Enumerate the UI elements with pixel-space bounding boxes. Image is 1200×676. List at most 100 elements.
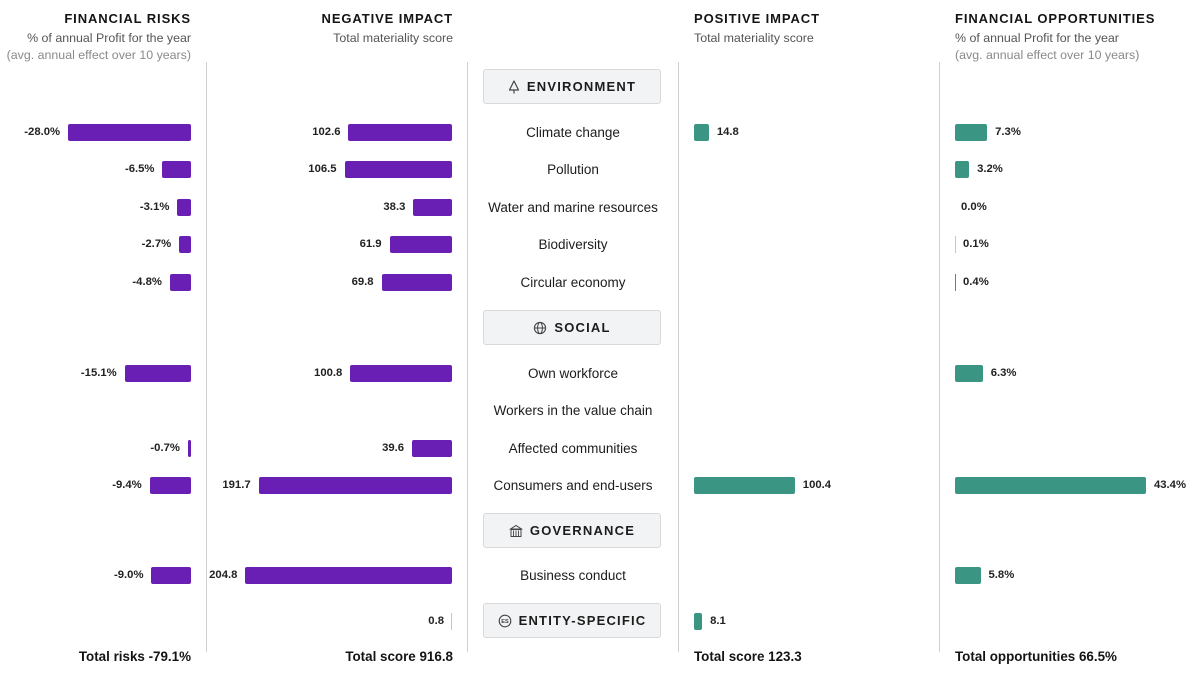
column-divider <box>939 62 940 652</box>
column-divider <box>467 62 468 652</box>
risk-value-label: -28.0% <box>24 126 61 138</box>
building-icon <box>508 524 523 537</box>
opportunity-bar <box>955 365 983 382</box>
risk-bar <box>151 567 191 584</box>
topic-label: Workers in the value chain <box>493 403 653 418</box>
opportunity-bar <box>955 567 981 584</box>
risk-value-label: -6.5% <box>124 163 155 175</box>
positive-impact-title: POSITIVE IMPACT <box>694 11 820 26</box>
negative-impact-subtitle: Total materiality score <box>333 31 453 45</box>
opportunity-value-label: 6.3% <box>990 367 1017 379</box>
financial-opportunities-note: (avg. annual effect over 10 years) <box>955 48 1140 62</box>
opportunity-bar <box>955 274 957 291</box>
financial-risks-subtitle: % of annual Profit for the year <box>27 31 191 45</box>
topic-label: Water and marine resources <box>488 200 658 215</box>
financial-risks-note: (avg. annual effect over 10 years) <box>6 48 191 62</box>
risk-value-label: -2.7% <box>141 238 172 250</box>
opportunity-value-label: 0.4% <box>963 276 989 288</box>
financial-risks-title: FINANCIAL RISKS <box>64 11 191 26</box>
topic-label: Own workforce <box>527 366 619 381</box>
risk-bar <box>124 365 191 382</box>
positive-impact-header: POSITIVE IMPACT Total materiality score <box>694 11 914 47</box>
topic-label: Business conduct <box>520 568 626 583</box>
positive-impact-subtitle: Total materiality score <box>694 31 814 45</box>
risk-bar <box>187 440 191 457</box>
positive-value-label: 100.4 <box>802 479 832 491</box>
risk-value-label: -15.1% <box>80 367 117 379</box>
category-label: GOVERNANCE <box>529 523 636 538</box>
positive-bar <box>694 613 703 630</box>
positive-bar <box>694 124 709 141</box>
globe-icon <box>534 321 547 334</box>
risk-value-label: -9.0% <box>113 569 144 581</box>
negative-impact-header: NEGATIVE IMPACT Total materiality score <box>253 11 453 47</box>
negative-value-label: 0.8 <box>428 615 444 627</box>
opportunity-bar <box>955 124 988 141</box>
category-social: SOCIAL <box>483 310 661 345</box>
topic-label: Consumers and end-users <box>493 478 653 493</box>
risk-value-label: -4.8% <box>132 276 162 288</box>
positive-value-label: 14.8 <box>716 126 739 138</box>
topic-label: Affected communities <box>508 441 638 456</box>
negative-bar <box>245 567 452 584</box>
topic-label: Circular economy <box>520 275 626 290</box>
negative-impact-title: NEGATIVE IMPACT <box>321 11 453 26</box>
negative-bar <box>350 365 452 382</box>
total-risks: Total risks -79.1% <box>78 649 191 664</box>
es-badge-icon: ES <box>498 614 511 627</box>
category-label: ENTITY-SPECIFIC <box>518 613 647 628</box>
financial-opportunities-title: FINANCIAL OPPORTUNITIES <box>955 11 1156 26</box>
financial-opportunities-subtitle: % of annual Profit for the year <box>955 31 1119 45</box>
topic-label: Climate change <box>526 125 620 140</box>
category-label: SOCIAL <box>554 320 611 335</box>
opportunity-bar <box>955 477 1146 494</box>
positive-value-label: 8.1 <box>710 615 726 627</box>
category-environment: ENVIRONMENT <box>483 69 661 104</box>
topic-label: Biodiversity <box>538 237 608 252</box>
total-negative-score: Total score 916.8 <box>345 649 453 664</box>
risk-bar <box>149 477 191 494</box>
opportunity-value-label: 43.4% <box>1153 479 1186 491</box>
negative-value-label: 102.6 <box>312 126 341 138</box>
negative-value-label: 191.7 <box>222 479 251 491</box>
opportunity-value-label: 0.0% <box>961 201 987 213</box>
opportunity-value-label: 7.3% <box>995 126 1021 138</box>
topic-label: Pollution <box>547 162 599 177</box>
risk-value-label: -0.7% <box>150 442 180 454</box>
positive-bar <box>694 477 795 494</box>
negative-value-label: 100.8 <box>314 367 343 379</box>
financial-risks-header: FINANCIAL RISKS % of annual Profit for t… <box>0 11 191 64</box>
negative-bar <box>344 161 452 178</box>
risk-bar <box>68 124 191 141</box>
total-opportunities: Total opportunities 66.5% <box>955 649 1117 664</box>
category-label: ENVIRONMENT <box>526 79 637 94</box>
risk-value-label: -9.4% <box>112 479 142 491</box>
negative-bar <box>451 613 453 630</box>
negative-bar <box>413 199 452 216</box>
negative-bar <box>258 477 452 494</box>
total-positive-score: Total score 123.3 <box>694 649 802 664</box>
negative-bar <box>389 236 452 253</box>
negative-value-label: 39.6 <box>382 442 405 454</box>
negative-bar <box>381 274 452 291</box>
opportunity-bar <box>955 161 970 178</box>
opportunity-bar <box>955 236 957 253</box>
negative-value-label: 69.8 <box>351 276 374 288</box>
risk-bar <box>162 161 191 178</box>
negative-value-label: 204.8 <box>209 569 238 581</box>
column-divider <box>678 62 679 652</box>
category-governance: GOVERNANCE <box>483 513 661 548</box>
opportunity-value-label: 3.2% <box>977 163 1003 175</box>
tree-icon <box>508 79 519 93</box>
financial-opportunities-header: FINANCIAL OPPORTUNITIES % of annual Prof… <box>955 11 1195 64</box>
negative-bar <box>348 124 452 141</box>
negative-value-label: 61.9 <box>359 238 382 250</box>
svg-text:ES: ES <box>501 619 509 625</box>
risk-bar <box>179 236 191 253</box>
column-divider <box>206 62 207 652</box>
opportunity-value-label: 5.8% <box>988 569 1015 581</box>
negative-value-label: 38.3 <box>383 201 406 213</box>
risk-bar <box>177 199 191 216</box>
risk-bar <box>169 274 191 291</box>
negative-bar <box>412 440 452 457</box>
